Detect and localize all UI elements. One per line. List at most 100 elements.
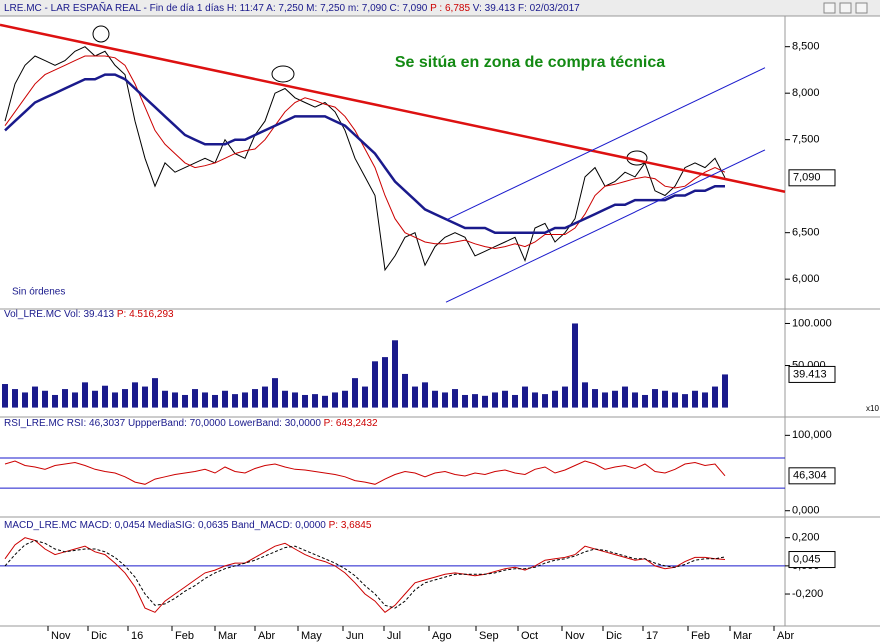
last-value-badge [788, 169, 836, 187]
volume-bar [2, 384, 8, 408]
volume-bar [482, 395, 488, 408]
header-p: P : 6,785 [430, 3, 470, 14]
volume-bar [402, 373, 408, 408]
series-line [4, 73, 725, 234]
volume-bar [572, 323, 578, 408]
header-p: P: 4.516,293 [117, 309, 174, 320]
volume-bar [192, 389, 198, 408]
y-tick-label: 0,200 [792, 532, 820, 544]
volume-bar [362, 386, 368, 408]
series-line [4, 460, 726, 485]
volume-bar [552, 390, 558, 408]
rsi-header: RSI_LRE.MC RSI: 46,3037 UppperBand: 70,0… [4, 418, 378, 429]
volume-bar [632, 392, 638, 408]
last-value-badge [788, 551, 836, 569]
last-value-label: 46,304 [793, 470, 827, 482]
volume-bar [562, 386, 568, 408]
volume-bar [172, 392, 178, 408]
volume-bar [52, 394, 58, 408]
volume-bar [252, 389, 258, 408]
header-p: P: 3,6845 [329, 520, 372, 531]
trend-line [445, 149, 766, 303]
header-tail: V: 39.413 F: 02/03/2017 [470, 3, 580, 14]
y-tick-label: 100,000 [792, 429, 832, 441]
volume-bar [352, 378, 358, 408]
volume-bar [422, 382, 428, 408]
last-value-label: 39.413 [793, 368, 827, 380]
volume-bar [602, 392, 608, 408]
volume-bar [372, 361, 378, 408]
volume-bar [312, 394, 318, 408]
header-text: MACD_LRE.MC MACD: 0,0454 MediaSIG: 0,063… [4, 520, 329, 531]
last-value-badge [788, 467, 836, 485]
minimize-button[interactable] [823, 2, 836, 14]
series-line [4, 55, 726, 250]
series-line [4, 539, 726, 609]
volume-bar [142, 386, 148, 408]
trend-line [445, 67, 766, 221]
x-tick-label: Abr [258, 630, 275, 642]
volume-bar [542, 394, 548, 408]
volume-bar [242, 392, 248, 408]
x-tick-label: Sep [479, 630, 499, 642]
x-tick-label: Oct [521, 630, 538, 642]
header-text: LRE.MC - LAR ESPAÑA REAL - Fin de día 1 … [4, 1, 430, 14]
volume-bar [502, 390, 508, 408]
y-tick-label: 8,000 [792, 87, 820, 99]
volume-bar [452, 389, 458, 408]
volume-bar [22, 392, 28, 408]
volume-bar [342, 390, 348, 408]
volume-bar [522, 386, 528, 408]
x-tick-label: Dic [91, 630, 107, 642]
volume-bar [722, 374, 728, 408]
volume-bar [122, 389, 128, 408]
x-tick-label: Dic [606, 630, 622, 642]
volume-bar [72, 392, 78, 408]
volume-bar [182, 394, 188, 408]
x-tick-label: Jul [387, 630, 401, 642]
x-tick-label: 17 [646, 630, 658, 642]
volume-bar [662, 390, 668, 408]
volume-bar [442, 392, 448, 408]
volume-bar [262, 386, 268, 408]
volume-bar [492, 392, 498, 408]
y-tick-label: 6,000 [792, 273, 820, 285]
header-text: RSI_LRE.MC RSI: 46,3037 UppperBand: 70,0… [4, 418, 324, 429]
volume-bar [212, 394, 218, 408]
maximize-button[interactable] [839, 2, 852, 14]
volume-bar [322, 395, 328, 408]
x-tick-label: May [301, 630, 322, 642]
volume-bar [92, 390, 98, 408]
x-tick-label: Jun [346, 630, 364, 642]
volume-bar [202, 392, 208, 408]
volume-bar [532, 392, 538, 408]
window-buttons[interactable] [823, 2, 868, 14]
volume-bar [222, 390, 228, 408]
macd-header: MACD_LRE.MC MACD: 0,0454 MediaSIG: 0,063… [4, 520, 372, 531]
volume-bar [82, 382, 88, 408]
close-button[interactable] [855, 2, 868, 14]
y-tick-label: 0,000 [792, 505, 820, 517]
y-tick-label: 100.000 [792, 317, 832, 329]
orders-note: Sin órdenes [12, 287, 65, 298]
volume-bar [612, 390, 618, 408]
volume-bar [12, 389, 18, 408]
volume-bar [692, 390, 698, 408]
volume-bar [272, 378, 278, 408]
volume-bar [582, 382, 588, 408]
volume-bar [282, 390, 288, 408]
volume-bar [702, 392, 708, 408]
volume-bar [42, 390, 48, 408]
volume-bar [432, 390, 438, 408]
y-tick-label: 6,500 [792, 227, 820, 239]
volume-bar [112, 392, 118, 408]
x-tick-label: Abr [777, 630, 794, 642]
volume-bar [302, 394, 308, 408]
header-text: Vol_LRE.MC Vol: 39.413 [4, 309, 117, 320]
header-bar [0, 0, 880, 16]
volume-bar [62, 389, 68, 408]
x-tick-label: 16 [131, 630, 143, 642]
x-tick-label: Feb [175, 630, 194, 642]
trend-line [0, 23, 786, 193]
